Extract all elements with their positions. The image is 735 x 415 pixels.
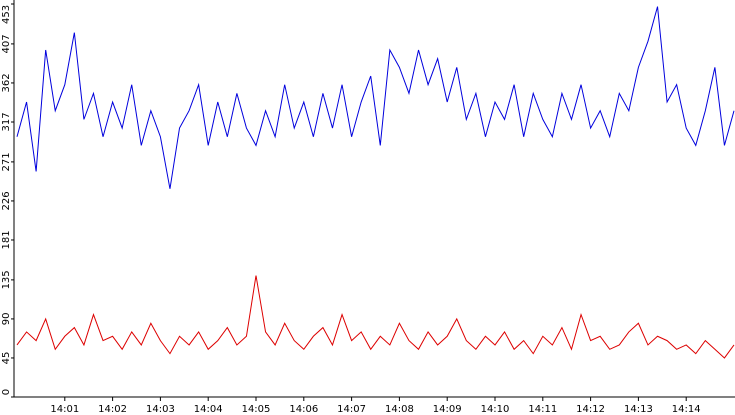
y-tick-label: 226 (1, 191, 12, 210)
x-tick-label: 14:14 (672, 404, 701, 415)
x-tick-label: 14:07 (337, 404, 366, 415)
y-tick-label: 407 (1, 34, 12, 53)
y-tick-label: 135 (1, 270, 12, 289)
y-tick-label: 90 (1, 313, 12, 326)
x-tick-label: 14:02 (98, 404, 127, 415)
x-tick-label: 14:08 (385, 404, 414, 415)
y-tick-label: 453 (1, 5, 12, 24)
y-tick-label: 317 (1, 112, 12, 131)
x-tick-label: 14:10 (481, 404, 510, 415)
series-line (16, 275, 735, 359)
x-tick-label: 14:06 (289, 404, 318, 415)
x-tick-label: 14:13 (624, 404, 653, 415)
y-tick-label: 271 (1, 152, 12, 171)
x-tick-label: 14:05 (242, 404, 271, 415)
x-tick-label: 14:12 (576, 404, 605, 415)
x-tick-label: 14:11 (528, 404, 557, 415)
y-tick-label: 45 (1, 352, 12, 365)
x-tick-label: 14:03 (146, 404, 175, 415)
x-tick-label: 14:09 (433, 404, 462, 415)
x-tick-label: 14:04 (194, 404, 223, 415)
series-line (16, 6, 735, 189)
y-tick-label: 0 (1, 389, 12, 395)
x-tick-label: 14:01 (50, 404, 79, 415)
y-tick-label: 362 (1, 73, 12, 92)
y-tick-label: 181 (1, 230, 12, 249)
